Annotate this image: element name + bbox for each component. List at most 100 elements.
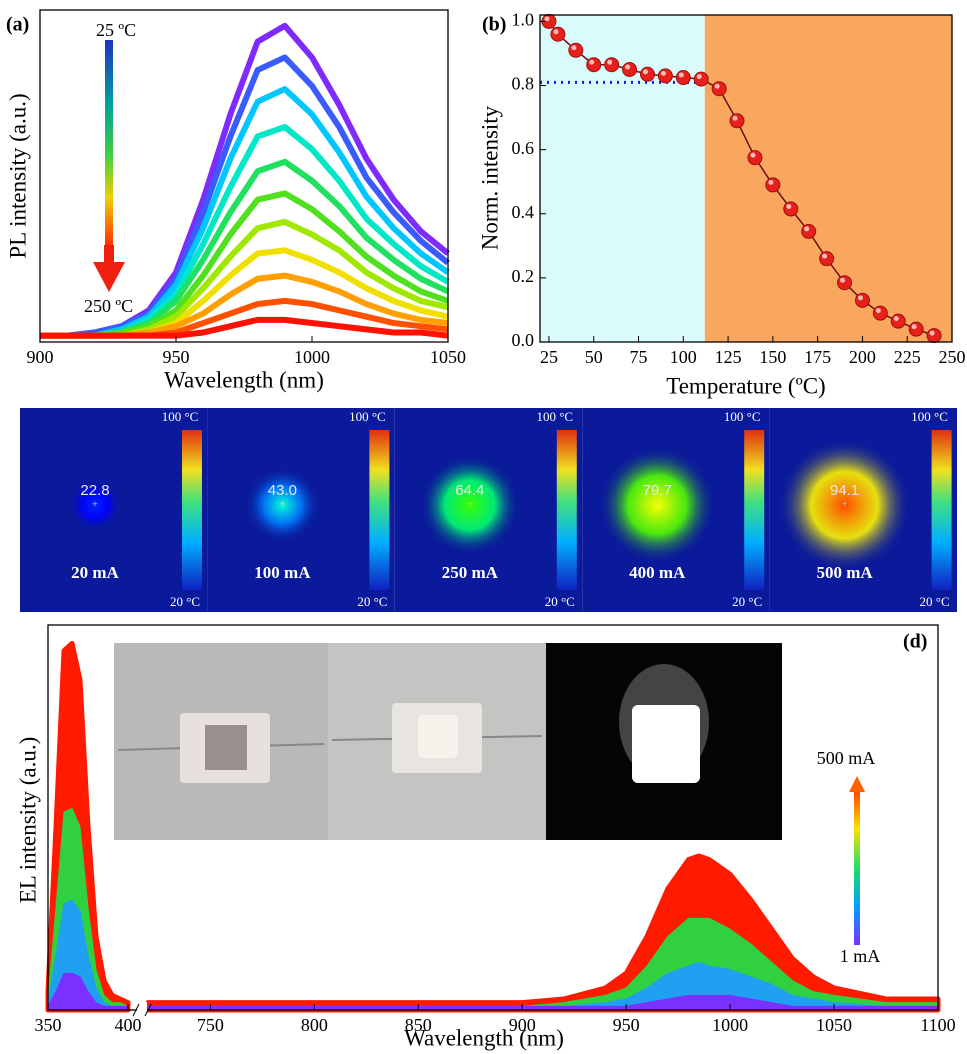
x-tick-label: 900: [509, 1015, 536, 1035]
data-point: [890, 313, 906, 329]
thermal-image: 22.8+20 mA 100 °C 20 °C: [20, 408, 208, 612]
scale-max: 100 °C: [162, 409, 199, 424]
point-highlight: [893, 316, 899, 322]
color-bar: [556, 430, 577, 590]
hot-spot: [777, 438, 912, 572]
data-point: [639, 66, 655, 82]
crosshair: +: [842, 499, 848, 510]
data-point: [729, 113, 745, 129]
current-label: 500 mA: [816, 563, 873, 582]
point-highlight: [660, 70, 666, 76]
arrow: [849, 776, 865, 792]
led-chip: [418, 715, 458, 758]
data-point: [657, 68, 673, 84]
current-label: 20 mA: [71, 563, 119, 582]
crosshair: +: [280, 499, 286, 510]
data-point: [693, 71, 709, 87]
scale-max: 100 °C: [349, 409, 386, 424]
point-highlight: [786, 203, 792, 209]
spectrum-area: [145, 853, 941, 1013]
point-highlight: [822, 253, 828, 259]
spectrum-line: [40, 316, 449, 339]
y-tick-label: 1.0: [512, 10, 535, 30]
y-tick-label: 0.4: [512, 202, 535, 222]
x-tick-label: 175: [804, 347, 831, 367]
x-tick-label: 400: [115, 1015, 142, 1035]
annotation: 1 mA: [840, 946, 881, 966]
point-highlight: [544, 16, 550, 22]
temperature-reading: 64.4: [455, 482, 484, 499]
axis-break: [132, 1003, 152, 1017]
data-point: [926, 328, 942, 344]
arrow: [93, 262, 125, 292]
x-tick-label: 25: [540, 347, 558, 367]
data-point: [765, 177, 781, 193]
data-point: [550, 26, 566, 42]
data-point: [819, 251, 835, 267]
point-highlight: [625, 64, 631, 70]
data-point: [854, 292, 870, 308]
temperature-gradient: [105, 40, 113, 250]
scale-min: 20 °C: [170, 594, 200, 609]
color-bar: [744, 430, 765, 590]
plot-frame: [539, 14, 953, 343]
point-highlight: [840, 277, 846, 283]
point-highlight: [804, 226, 810, 232]
y-axis-label: EL intensity (a.u.): [15, 737, 40, 904]
color-bar: [931, 430, 952, 590]
temperature-reading: 79.7: [643, 482, 672, 499]
x-tick-label: 1050: [816, 1015, 852, 1035]
x-tick-label: 950: [163, 347, 190, 367]
x-tick-label: 1000: [294, 347, 330, 367]
scale-max: 100 °C: [724, 409, 761, 424]
shaded-region: [540, 15, 705, 342]
temperature-reading: 43.0: [268, 482, 297, 499]
current-label: 100 mA: [254, 563, 311, 582]
panel-label: (d): [903, 631, 927, 653]
x-axis-label: Temperature (ºC): [666, 373, 825, 398]
x-tick-label: 1000: [712, 1015, 748, 1035]
crosshair: +: [654, 499, 660, 510]
shaded-region: [704, 15, 952, 342]
point-highlight: [911, 324, 917, 330]
current-label: 400 mA: [629, 563, 686, 582]
scale-min: 20 °C: [732, 594, 762, 609]
data-point: [586, 57, 602, 73]
x-tick-label: 800: [301, 1015, 328, 1035]
data-point: [783, 201, 799, 217]
arrow-stem: [104, 245, 114, 265]
temperature-reading: 94.1: [830, 482, 859, 499]
data-point: [837, 275, 853, 291]
point-highlight: [768, 179, 774, 185]
scale-max: 100 °C: [911, 409, 948, 424]
point-highlight: [696, 74, 702, 80]
point-highlight: [571, 45, 577, 51]
x-tick-label: 150: [759, 347, 786, 367]
hot-spot: [419, 455, 520, 555]
x-tick-label: 900: [27, 347, 54, 367]
y-axis-label: Norm. intensity: [477, 105, 502, 250]
x-tick-label: 850: [405, 1015, 432, 1035]
spectrum-line: [40, 54, 450, 339]
annotation: 25 ºC: [96, 20, 136, 40]
y-tick-label: 0.0: [512, 330, 535, 350]
hot-spot: [598, 446, 716, 564]
thermal-image: 64.4+250 mA 100 °C 20 °C: [394, 408, 583, 612]
hot-spot: [244, 467, 321, 543]
data-point: [747, 150, 763, 166]
scale-min: 20 °C: [357, 594, 387, 609]
scale-min: 20 °C: [545, 594, 575, 609]
x-tick-label: 200: [849, 347, 876, 367]
annotation: 500 mA: [817, 748, 876, 768]
spectrum-area: [147, 917, 939, 1011]
x-tick-label: 1050: [430, 347, 466, 367]
data-point: [872, 305, 888, 321]
point-highlight: [553, 29, 559, 35]
data-point: [675, 70, 691, 86]
point-highlight: [750, 152, 756, 158]
x-axis-label: Wavelength (nm): [164, 367, 324, 392]
spectrum-area: [147, 994, 939, 1011]
data-point: [604, 57, 620, 73]
crosshair: +: [467, 499, 473, 510]
axis-break-gap: [137, 1002, 147, 1018]
